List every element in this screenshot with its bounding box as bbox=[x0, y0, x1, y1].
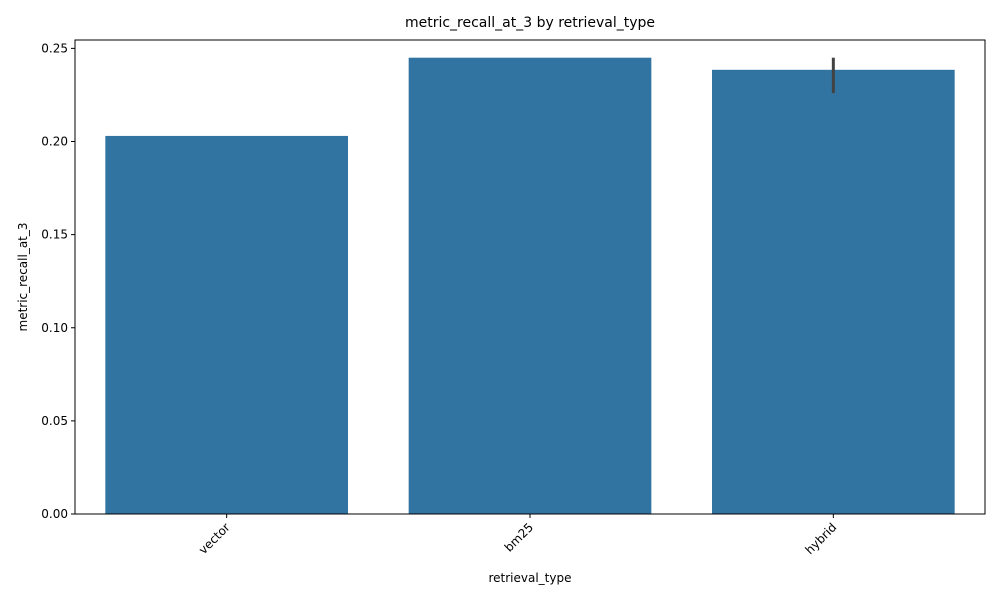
bar-hybrid bbox=[712, 69, 955, 514]
plot-frame bbox=[74, 39, 986, 515]
y-tick-label: 0.10 bbox=[41, 321, 68, 335]
x-tick-label-vector: vector bbox=[196, 520, 233, 557]
y-axis-label: metric_recall_at_3 bbox=[16, 222, 30, 331]
x-tick-label-bm25: bm25 bbox=[502, 520, 536, 554]
y-tick-label: 0.00 bbox=[41, 507, 68, 521]
bar-bm25 bbox=[408, 57, 652, 515]
bars-group bbox=[105, 57, 955, 515]
x-axis-label: retrieval_type bbox=[488, 571, 571, 585]
y-tick-label: 0.20 bbox=[41, 135, 68, 149]
y-axis: 0.00 0.05 0.10 0.15 0.20 0.25 bbox=[41, 41, 75, 521]
y-tick-label: 0.05 bbox=[41, 414, 68, 428]
x-tick-label-hybrid: hybrid bbox=[803, 520, 840, 557]
bar-vector bbox=[105, 135, 348, 514]
y-tick-label: 0.15 bbox=[41, 228, 68, 242]
x-axis: vector bm25 hybrid bbox=[196, 514, 839, 557]
chart-title: metric_recall_at_3 by retrieval_type bbox=[405, 15, 655, 31]
y-tick-label: 0.25 bbox=[41, 41, 68, 55]
